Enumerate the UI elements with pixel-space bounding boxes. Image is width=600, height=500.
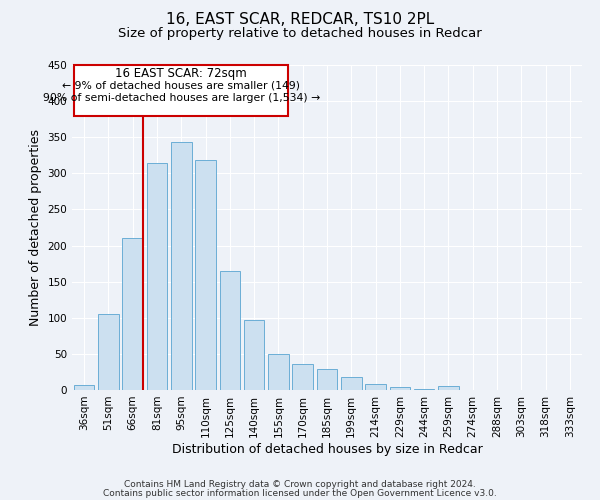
Bar <box>146 162 167 390</box>
Text: 90% of semi-detached houses are larger (1,534) →: 90% of semi-detached houses are larger (… <box>43 92 320 102</box>
Bar <box>171 142 191 390</box>
Bar <box>98 314 119 390</box>
Bar <box>268 354 289 390</box>
X-axis label: Distribution of detached houses by size in Redcar: Distribution of detached houses by size … <box>172 442 482 456</box>
Bar <box>244 320 265 390</box>
Bar <box>122 238 143 390</box>
Text: 16, EAST SCAR, REDCAR, TS10 2PL: 16, EAST SCAR, REDCAR, TS10 2PL <box>166 12 434 28</box>
Text: 16 EAST SCAR: 72sqm: 16 EAST SCAR: 72sqm <box>115 66 247 80</box>
Y-axis label: Number of detached properties: Number of detached properties <box>29 129 42 326</box>
Bar <box>195 160 216 390</box>
Bar <box>365 384 386 390</box>
Bar <box>292 364 313 390</box>
Bar <box>438 386 459 390</box>
Text: ← 9% of detached houses are smaller (149): ← 9% of detached houses are smaller (149… <box>62 80 300 90</box>
Text: Contains HM Land Registry data © Crown copyright and database right 2024.: Contains HM Land Registry data © Crown c… <box>124 480 476 489</box>
Bar <box>317 369 337 390</box>
Bar <box>74 385 94 390</box>
Text: Contains public sector information licensed under the Open Government Licence v3: Contains public sector information licen… <box>103 488 497 498</box>
Bar <box>389 387 410 390</box>
Bar <box>341 377 362 390</box>
Text: Size of property relative to detached houses in Redcar: Size of property relative to detached ho… <box>118 28 482 40</box>
Bar <box>220 271 240 390</box>
FancyBboxPatch shape <box>74 65 288 116</box>
